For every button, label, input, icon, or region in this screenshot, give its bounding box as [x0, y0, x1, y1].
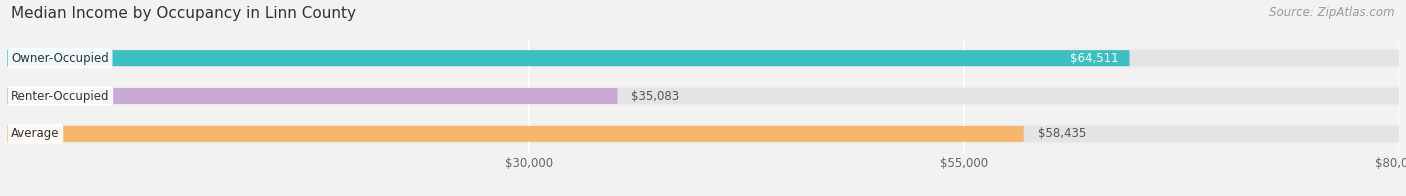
FancyBboxPatch shape: [7, 88, 1399, 104]
FancyBboxPatch shape: [7, 50, 1129, 66]
FancyBboxPatch shape: [7, 49, 1399, 68]
FancyBboxPatch shape: [7, 124, 1399, 143]
Text: Renter-Occupied: Renter-Occupied: [11, 90, 110, 103]
Text: $35,083: $35,083: [631, 90, 679, 103]
FancyBboxPatch shape: [7, 126, 1024, 142]
FancyBboxPatch shape: [7, 126, 1399, 142]
FancyBboxPatch shape: [7, 87, 1399, 105]
Text: $58,435: $58,435: [1038, 127, 1085, 140]
Text: Average: Average: [11, 127, 59, 140]
FancyBboxPatch shape: [7, 88, 617, 104]
Text: Source: ZipAtlas.com: Source: ZipAtlas.com: [1270, 6, 1395, 19]
Text: Median Income by Occupancy in Linn County: Median Income by Occupancy in Linn Count…: [11, 6, 356, 21]
Text: $64,511: $64,511: [1070, 52, 1118, 65]
FancyBboxPatch shape: [7, 50, 1399, 66]
Text: Owner-Occupied: Owner-Occupied: [11, 52, 108, 65]
